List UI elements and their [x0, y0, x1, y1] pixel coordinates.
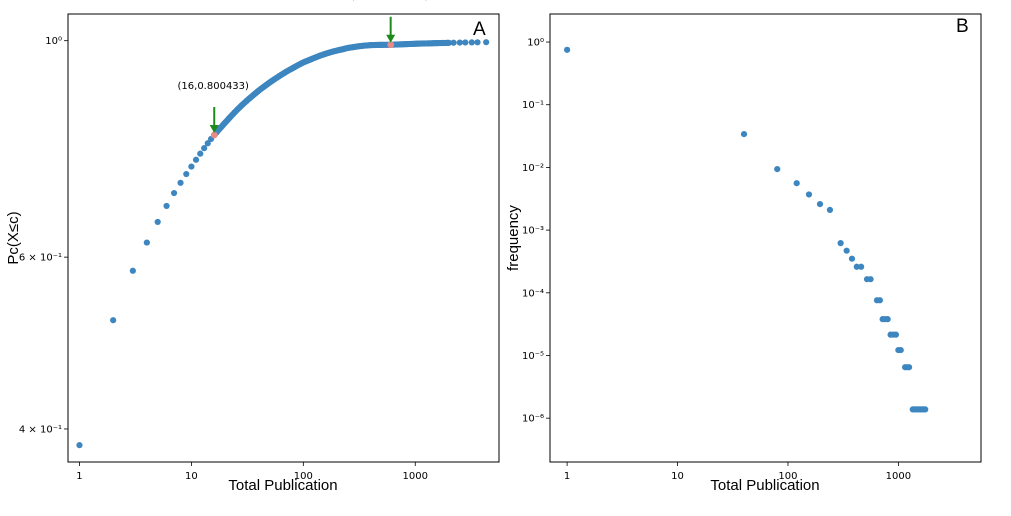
panel-a-y-axis-label: Pc(X≤c)	[5, 211, 22, 264]
a-data-point	[76, 442, 83, 449]
b-data-point	[837, 240, 844, 247]
a-data-point	[201, 145, 208, 152]
panel-b-y-ticks: 10⁰ 10⁻¹ 10⁻² 10⁻³ 10⁻⁴ 10⁻⁵ 10⁻⁶	[522, 38, 550, 425]
b-y-tick-label: 10⁻¹	[522, 100, 544, 111]
panel-a-points	[76, 39, 490, 449]
a-data-point	[197, 150, 204, 157]
b-data-point	[816, 200, 824, 208]
a-data-point	[129, 267, 136, 274]
b-x-tick-label: 1	[564, 471, 570, 482]
panel-b-axes-frame	[549, 13, 982, 463]
panel-b-points	[564, 46, 929, 413]
b-data-point	[853, 263, 860, 270]
b-data-point	[826, 206, 834, 214]
b-data-point	[905, 364, 913, 371]
a-data-point	[163, 202, 170, 210]
b-data-point	[564, 46, 571, 53]
b-data-point	[805, 191, 813, 198]
b-x-tick-label: 100	[778, 471, 797, 482]
a-data-point	[204, 140, 211, 147]
b-data-point	[897, 346, 904, 354]
b-y-tick-label: 10⁻²	[522, 163, 544, 174]
b-data-point	[843, 247, 850, 254]
a-data-point	[450, 39, 457, 46]
panel-a-annotations: (16,0.800433) (603,0.990398)	[178, 0, 429, 139]
a-highlight-point	[210, 131, 218, 139]
a-highlight-point	[387, 41, 395, 49]
b-y-tick-label: 10⁻³	[522, 226, 544, 237]
b-data-point	[867, 276, 874, 283]
b-data-point	[774, 166, 781, 173]
panel-b-x-ticks: 1 10 100 1000	[564, 462, 911, 482]
a-data-point	[154, 218, 161, 226]
b-y-tick-label: 10⁻⁴	[522, 288, 544, 299]
b-data-point	[740, 130, 748, 138]
b-y-tick-label: 10⁰	[527, 38, 544, 49]
panel-a-x-ticks: 1 10 100 1000	[76, 462, 428, 482]
panel-a: 1 10 100 1000 4 × 10⁻¹ 6 × 10⁻¹ 10⁰ (16,0.800…	[5, 0, 500, 494]
b-y-tick-label: 10⁻⁵	[522, 351, 544, 362]
a-data-point	[188, 163, 195, 170]
panel-a-axes-frame	[67, 13, 500, 463]
a-y-tick-label: 6 × 10⁻¹	[19, 253, 62, 264]
a-arrow-head	[386, 34, 396, 43]
a-y-tick-label: 10⁰	[45, 36, 62, 47]
a-data-point	[183, 170, 190, 178]
a-data-point	[483, 39, 490, 46]
panel-b-letter: B	[956, 16, 969, 37]
panel-b-y-axis-label: frequency	[505, 205, 522, 271]
b-data-point	[892, 331, 900, 338]
a-x-tick-label: 1000	[403, 471, 428, 482]
a-data-point	[170, 189, 178, 197]
a-x-tick-label: 1	[76, 471, 82, 482]
a-x-tick-label: 10	[185, 471, 198, 482]
a-y-tick-label: 4 × 10⁻¹	[19, 424, 62, 435]
panel-b: 1 10 100 1000 10⁰ 10⁻¹ 10⁻² 10⁻³ 10⁻⁴ 10⁻⁵ 10⁻⁶ B…	[505, 13, 982, 494]
a-data-point	[445, 39, 453, 46]
a-data-point	[143, 239, 150, 246]
a-data-point	[456, 39, 463, 46]
a-data-point	[468, 39, 475, 46]
panel-a-x-axis-label: Total Publication	[228, 477, 337, 494]
a-data-point	[462, 39, 469, 46]
b-x-tick-label: 1000	[886, 471, 911, 482]
a-annotation-label: (16,0.800433)	[178, 81, 250, 92]
b-data-point	[793, 180, 800, 187]
a-data-point	[177, 179, 184, 186]
panel-b-x-axis-label: Total Publication	[710, 477, 819, 494]
a-data-point	[192, 156, 200, 163]
a-arrow-head	[209, 125, 219, 134]
b-data-point	[876, 297, 883, 304]
panel-a-letter: A	[473, 19, 486, 40]
a-data-point	[474, 39, 481, 46]
a-x-tick-label: 100	[294, 471, 313, 482]
a-data-point	[110, 317, 117, 324]
b-data-point	[858, 263, 865, 270]
a-annotation-label: (603,0.990398)	[351, 0, 429, 2]
b-data-point	[884, 316, 891, 323]
b-data-point	[848, 255, 856, 262]
b-x-tick-label: 10	[671, 471, 684, 482]
panel-a-y-ticks: 4 × 10⁻¹ 6 × 10⁻¹ 10⁰	[19, 36, 68, 435]
b-y-tick-label: 10⁻⁶	[522, 414, 544, 425]
b-data-point	[922, 406, 929, 413]
